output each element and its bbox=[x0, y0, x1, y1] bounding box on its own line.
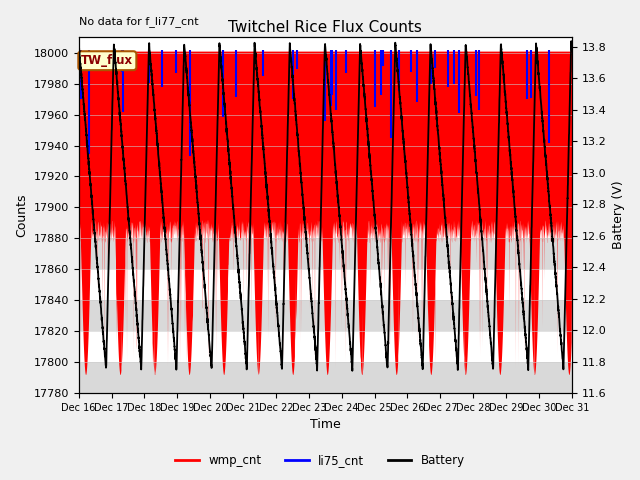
Bar bbox=[79, 115, 572, 145]
Bar bbox=[79, 239, 572, 269]
Bar bbox=[79, 177, 572, 207]
Text: No data for f_li77_cnt: No data for f_li77_cnt bbox=[79, 16, 198, 27]
Bar bbox=[79, 362, 572, 393]
Text: TW_flux: TW_flux bbox=[81, 54, 133, 67]
Title: Twitchel Rice Flux Counts: Twitchel Rice Flux Counts bbox=[228, 20, 422, 35]
Legend: wmp_cnt, li75_cnt, Battery: wmp_cnt, li75_cnt, Battery bbox=[170, 449, 470, 472]
Bar bbox=[79, 53, 572, 84]
Bar bbox=[79, 300, 572, 331]
X-axis label: Time: Time bbox=[310, 419, 340, 432]
Y-axis label: Battery (V): Battery (V) bbox=[612, 181, 625, 250]
Y-axis label: Counts: Counts bbox=[15, 193, 28, 237]
